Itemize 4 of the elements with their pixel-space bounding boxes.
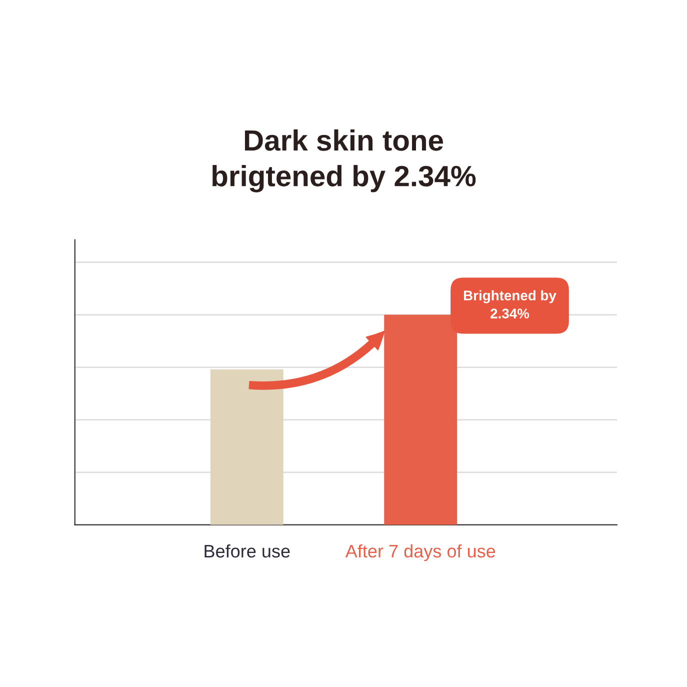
x-tick-label: After 7 days of use bbox=[345, 544, 496, 562]
annotation: Brightened by 2.34% bbox=[464, 290, 556, 318]
chart-title: Dark skin tone brigtened by 2.34% bbox=[212, 129, 476, 192]
x-tick-label: Before use bbox=[204, 544, 290, 558]
